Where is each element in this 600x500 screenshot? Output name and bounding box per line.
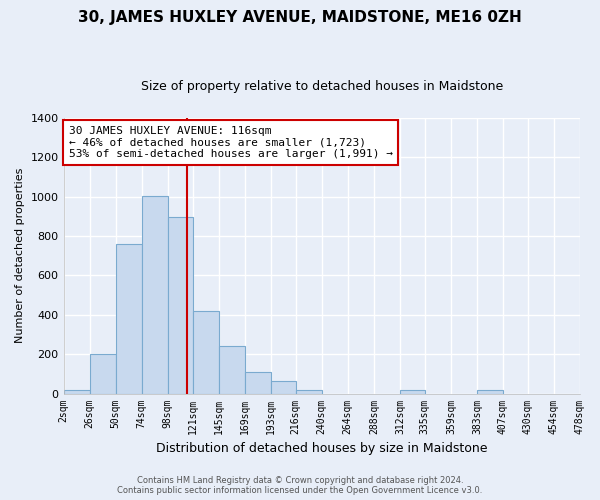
Title: Size of property relative to detached houses in Maidstone: Size of property relative to detached ho… (140, 80, 503, 93)
Bar (296, 390, 322, 394)
Bar (142, 196, 168, 394)
Bar (64, 390, 89, 394)
Text: 30 JAMES HUXLEY AVENUE: 116sqm
← 46% of detached houses are smaller (1,723)
53% : 30 JAMES HUXLEY AVENUE: 116sqm ← 46% of … (69, 126, 393, 160)
Bar (477, 390, 503, 394)
Bar (193, 311, 218, 394)
Text: Contains HM Land Registry data © Crown copyright and database right 2024.
Contai: Contains HM Land Registry data © Crown c… (118, 476, 482, 495)
Bar (168, 218, 193, 394)
Bar (218, 346, 245, 394)
X-axis label: Distribution of detached houses by size in Maidstone: Distribution of detached houses by size … (156, 442, 488, 455)
Bar (271, 381, 296, 394)
Y-axis label: Number of detached properties: Number of detached properties (15, 168, 25, 344)
Bar (245, 372, 271, 394)
Bar (89, 354, 116, 394)
Text: 30, JAMES HUXLEY AVENUE, MAIDSTONE, ME16 0ZH: 30, JAMES HUXLEY AVENUE, MAIDSTONE, ME16… (78, 10, 522, 25)
Bar (400, 390, 425, 394)
Bar (116, 244, 142, 394)
